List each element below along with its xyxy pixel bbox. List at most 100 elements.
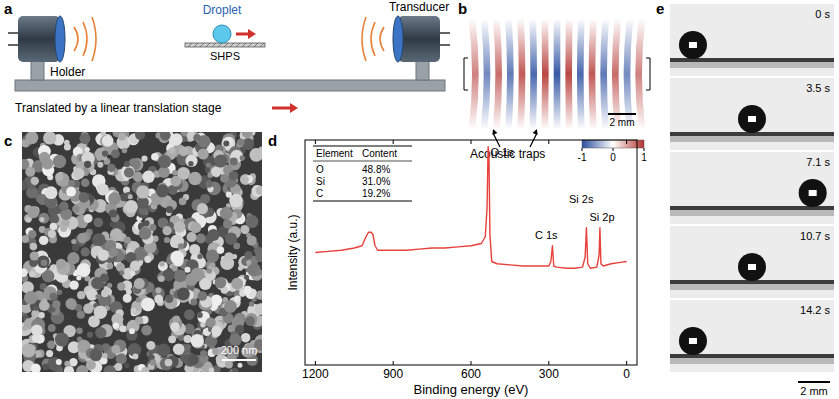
annotation-arrowhead	[533, 129, 538, 135]
particle	[30, 243, 38, 251]
time-label: 3.5 s	[806, 82, 830, 94]
particle	[33, 306, 38, 311]
particle	[124, 168, 134, 178]
shps-surface	[185, 43, 265, 47]
particle	[206, 162, 211, 167]
annotation-arrowhead	[493, 129, 498, 135]
field-band	[565, 20, 572, 128]
particle	[22, 181, 28, 191]
particle	[193, 134, 201, 142]
panel-label: c	[4, 132, 12, 149]
particle	[111, 149, 120, 158]
particle	[240, 155, 245, 160]
particle	[72, 244, 79, 251]
particle	[130, 261, 140, 271]
scale-bar-label: 2 mm	[610, 117, 635, 128]
hatch	[194, 43, 198, 47]
particle	[187, 232, 197, 242]
particle	[185, 267, 191, 273]
scale-bar	[798, 381, 830, 383]
particle	[124, 237, 131, 244]
particle	[170, 176, 181, 187]
particle	[200, 350, 207, 357]
particle	[157, 344, 170, 357]
video-frame	[670, 152, 834, 224]
substrate-reflection	[670, 284, 834, 290]
frame-background	[670, 226, 834, 298]
acoustic-wave	[380, 27, 384, 51]
x-tick	[315, 361, 316, 365]
particle	[135, 132, 145, 140]
particle	[79, 133, 90, 144]
particle	[217, 246, 225, 254]
scale-bar	[608, 113, 636, 115]
particle	[190, 222, 201, 233]
particle	[229, 171, 239, 181]
particle	[251, 185, 262, 197]
colorbar-tick	[582, 148, 583, 151]
particle	[56, 173, 70, 187]
particle	[162, 226, 171, 235]
particle	[84, 214, 93, 223]
particle	[95, 148, 108, 161]
particle	[43, 286, 57, 300]
particle	[134, 278, 145, 289]
particle	[92, 233, 106, 247]
particle	[77, 233, 88, 244]
particle	[77, 311, 85, 319]
sem-background	[22, 132, 262, 372]
time-label: 0 s	[815, 8, 830, 20]
field-band	[484, 20, 487, 128]
particle	[113, 323, 119, 329]
particle	[43, 132, 56, 145]
particle	[139, 227, 151, 239]
hatch	[260, 43, 264, 47]
hatch	[218, 43, 222, 47]
particle	[220, 174, 229, 183]
particle	[55, 173, 63, 181]
particle	[231, 278, 243, 290]
peak-label: Si 2p	[589, 211, 614, 223]
particle	[166, 206, 173, 213]
peak-label: Si 2s	[569, 193, 594, 205]
table-cell: Si	[316, 176, 325, 187]
particle	[117, 282, 125, 290]
particle	[209, 262, 215, 268]
particle	[25, 167, 35, 177]
field-band	[472, 20, 475, 128]
hatch	[254, 43, 258, 47]
particle	[42, 270, 54, 282]
particle	[207, 229, 219, 241]
particle	[64, 140, 70, 146]
particle	[73, 168, 84, 179]
particle	[64, 366, 74, 372]
particle	[55, 333, 69, 347]
transducer-face	[55, 16, 65, 62]
particle	[22, 235, 29, 243]
time-label: 7.1 s	[806, 156, 830, 168]
particle	[39, 300, 50, 311]
particle	[83, 303, 93, 313]
droplet	[738, 253, 766, 281]
x-tick-label: 600	[461, 367, 481, 381]
particle	[165, 359, 173, 367]
colorbar-tick-label: -1	[578, 152, 587, 163]
particle	[29, 271, 35, 277]
particle	[24, 291, 38, 305]
transducer-body	[398, 16, 440, 62]
colorbar	[582, 140, 644, 148]
particle	[97, 162, 103, 168]
particle	[245, 215, 258, 228]
particle	[232, 368, 239, 372]
particle	[150, 224, 157, 231]
particle	[198, 148, 209, 159]
x-tick-label: 1200	[302, 367, 329, 381]
peak-label: C 1s	[535, 229, 558, 241]
particle	[90, 349, 102, 361]
colorbar-tick-label: 0	[610, 152, 616, 163]
table-rule	[313, 161, 412, 162]
particle	[212, 348, 219, 355]
acoustic-wave	[362, 17, 366, 61]
hatch	[230, 43, 234, 47]
video-frame	[670, 78, 834, 150]
